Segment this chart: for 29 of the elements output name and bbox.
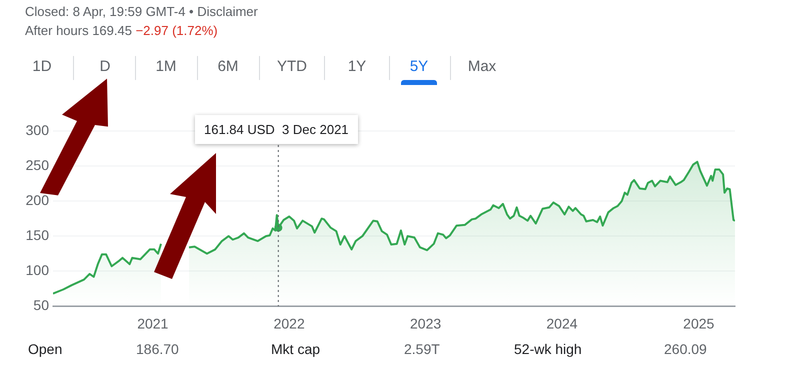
text: Mkt cap <box>271 341 320 357</box>
text: 1M <box>154 58 178 75</box>
text: −2.97 (1.72%) <box>136 23 218 38</box>
y-tick-label: 50 <box>33 297 50 314</box>
text: 186.70 <box>136 341 179 357</box>
text: 2.59T <box>404 341 440 357</box>
text: After hours 169.45 <box>25 23 132 38</box>
x-tick-label: 2022 <box>274 315 305 332</box>
text: 6M <box>216 58 240 75</box>
text: Max <box>466 58 498 75</box>
text: 1Y <box>346 58 368 75</box>
text: Closed: 8 Apr, 19:59 GMT-4 • Disclaimer <box>25 4 258 19</box>
annotation: 161.84 USD 3 Dec 2021 <box>195 115 358 144</box>
text: 5Y <box>408 58 430 75</box>
text: 52-wk high <box>514 341 582 357</box>
text: 1D <box>31 58 53 75</box>
text: Open <box>28 341 62 357</box>
y-tick-label: 250 <box>26 156 50 173</box>
y-tick-label: 200 <box>26 192 50 208</box>
y-tick-label: 150 <box>26 226 50 243</box>
text: 260.09 <box>664 341 707 357</box>
text: D <box>98 58 112 75</box>
text: YTD <box>276 58 308 75</box>
x-tick-label: 2023 <box>410 315 442 332</box>
y-tick-label: 300 <box>26 122 50 138</box>
y-tick-label: 100 <box>26 262 50 278</box>
x-tick-label: 2021 <box>137 315 169 332</box>
x-tick-label: 2025 <box>683 315 715 332</box>
x-tick-label: 2024 <box>546 315 578 332</box>
